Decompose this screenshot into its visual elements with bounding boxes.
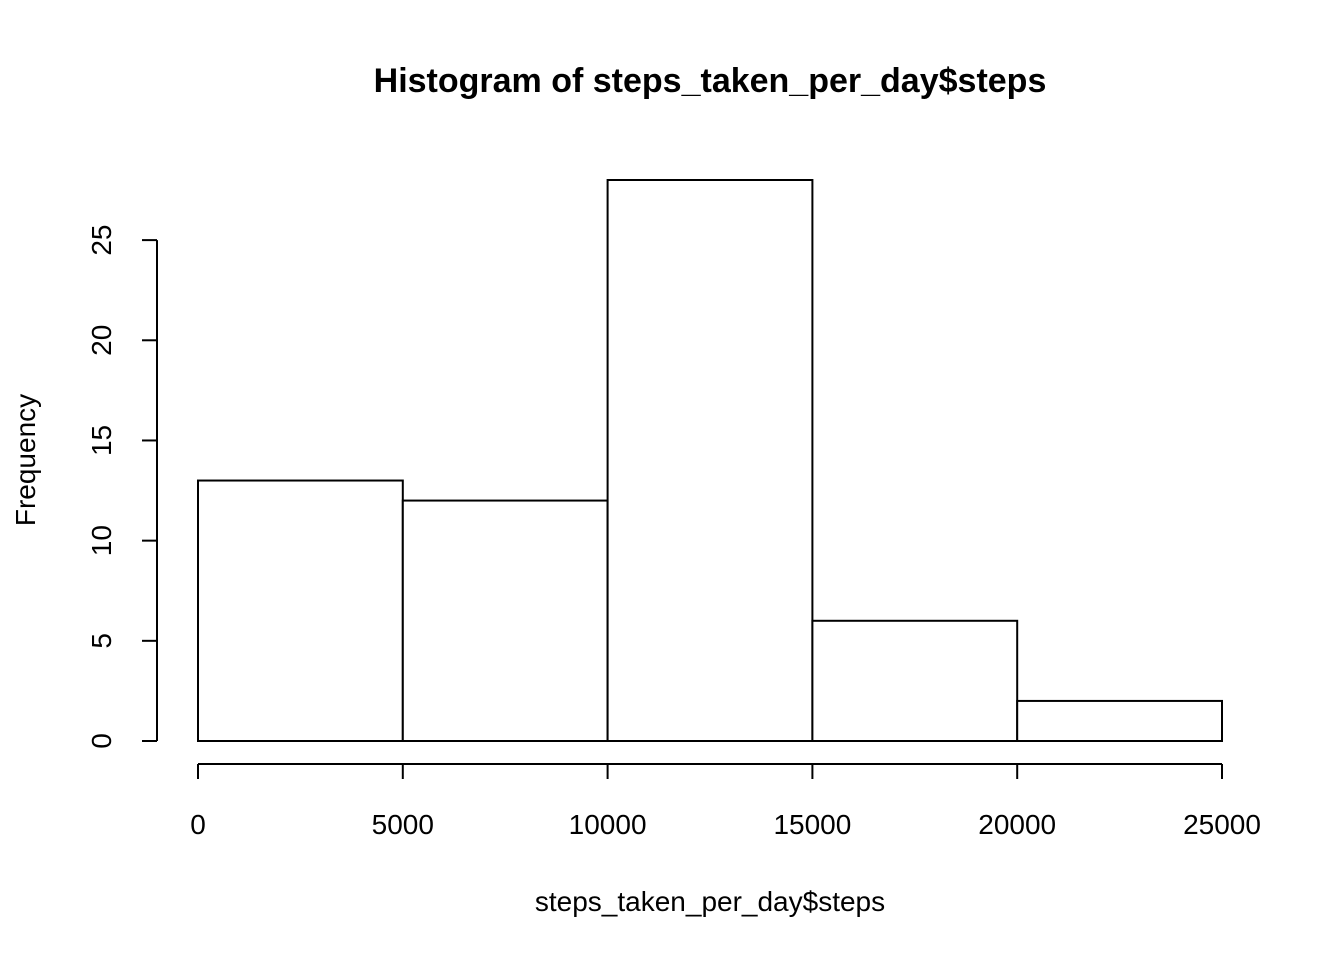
y-tick-label-10: 10 [86, 525, 117, 556]
x-tick-label-0: 0 [190, 809, 206, 840]
histogram-bar-4 [1016, 699, 1224, 743]
histogram-bar-0 [197, 479, 404, 742]
y-axis: 0 5 10 15 20 25 [86, 225, 158, 749]
x-tick-label-25000: 25000 [1183, 809, 1261, 840]
y-tick-label-5: 5 [86, 633, 117, 649]
chart-title: Histogram of steps_taken_per_day$steps [374, 62, 1047, 100]
y-tick-label-25: 25 [86, 225, 117, 256]
x-axis: 0 5000 10000 15000 20000 25000 [190, 763, 1261, 840]
x-axis-label: steps_taken_per_day$steps [535, 886, 885, 917]
histogram-bar-1 [401, 499, 609, 743]
y-tick-label-0: 0 [86, 733, 117, 749]
histogram-bar-3 [811, 619, 1019, 742]
histogram-bar-2 [606, 179, 814, 742]
bars-group [197, 179, 1224, 743]
x-tick-label-15000: 15000 [773, 809, 851, 840]
x-tick-label-20000: 20000 [978, 809, 1056, 840]
x-tick-label-5000: 5000 [372, 809, 434, 840]
y-tick-label-15: 15 [86, 425, 117, 456]
y-axis-label: Frequency [10, 394, 41, 526]
y-tick-label-20: 20 [86, 325, 117, 356]
x-tick-label-10000: 10000 [569, 809, 647, 840]
